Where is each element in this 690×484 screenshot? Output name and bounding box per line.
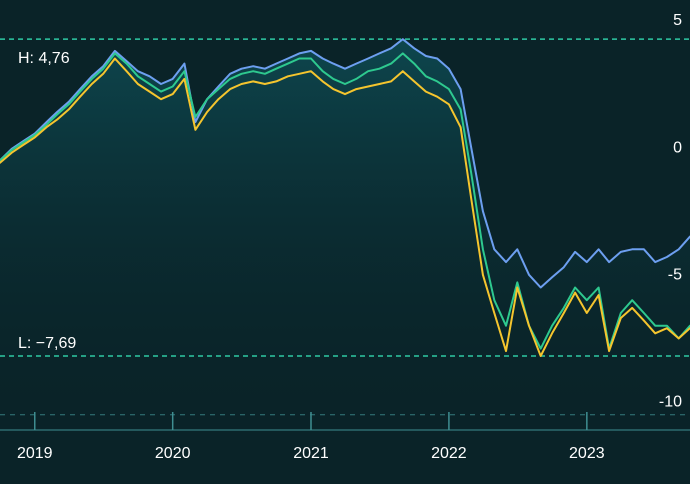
series-line-0 [0,38,690,289]
reference-lines [0,38,690,416]
area-layer [0,39,690,430]
y-tick-label: 0 [673,139,682,156]
x-tick-label: 2021 [293,445,329,462]
y-tick-label: -5 [668,267,682,284]
y-axis: 5 0 -5 -10 [659,12,682,411]
high-low-labels: H: 4,76 L: −7,69 [18,50,76,352]
x-tick-label: 2020 [155,445,191,462]
series-layer [0,38,690,357]
y-tick-label: -10 [659,394,682,411]
high-label: H: 4,76 [18,50,70,67]
y-tick-label: 5 [673,12,682,29]
area-fill [0,39,690,430]
series-line-1 [0,52,690,350]
x-tick-label: 2022 [431,445,467,462]
x-tick-label: 2023 [569,445,605,462]
x-tick-label: 2019 [17,445,53,462]
series-line-2 [0,57,690,357]
x-axis: 2019 2020 2021 2022 2023 [0,412,690,462]
low-label: L: −7,69 [18,335,76,352]
